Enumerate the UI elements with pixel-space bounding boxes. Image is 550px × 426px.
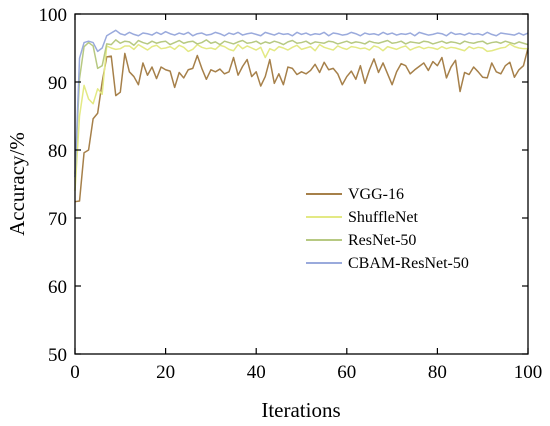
y-tick-label-1: 60 bbox=[48, 277, 67, 298]
y-tick-label-5: 100 bbox=[39, 5, 68, 26]
series-line-1 bbox=[74, 43, 528, 191]
x-tick-label-0: 0 bbox=[70, 362, 80, 383]
y-tick-label-2: 70 bbox=[48, 209, 67, 230]
legend-label-2: ResNet-50 bbox=[348, 232, 416, 249]
legend-label-3: CBAM-ResNet-50 bbox=[348, 255, 469, 272]
x-tick-label-2: 40 bbox=[247, 362, 266, 383]
legend-label-0: VGG-16 bbox=[348, 186, 404, 203]
y-axis-ticks: 50 60 70 80 90 100 bbox=[39, 5, 528, 366]
x-axis-title: Iterations bbox=[261, 398, 340, 422]
y-tick-label-4: 90 bbox=[48, 73, 67, 94]
y-tick-label-3: 80 bbox=[48, 141, 67, 162]
series-line-3 bbox=[74, 29, 529, 178]
series-line-2 bbox=[74, 39, 529, 174]
plot-lines bbox=[74, 29, 529, 203]
legend-label-1: ShuffleNet bbox=[348, 209, 418, 226]
x-tick-label-4: 80 bbox=[428, 362, 447, 383]
plot-frame bbox=[74, 13, 529, 355]
x-tick-label-3: 60 bbox=[337, 362, 356, 383]
series-line-0 bbox=[74, 47, 529, 203]
x-axis-ticks: 0 20 40 60 80 100 bbox=[70, 14, 542, 383]
x-tick-label-5: 100 bbox=[514, 362, 543, 383]
legend: VGG-16 ShuffleNet ResNet-50 CBAM-ResNet-50 bbox=[306, 186, 469, 272]
y-axis-title: Accuracy/% bbox=[5, 132, 29, 236]
x-tick-label-1: 20 bbox=[156, 362, 175, 383]
y-tick-label-0: 50 bbox=[48, 345, 67, 366]
